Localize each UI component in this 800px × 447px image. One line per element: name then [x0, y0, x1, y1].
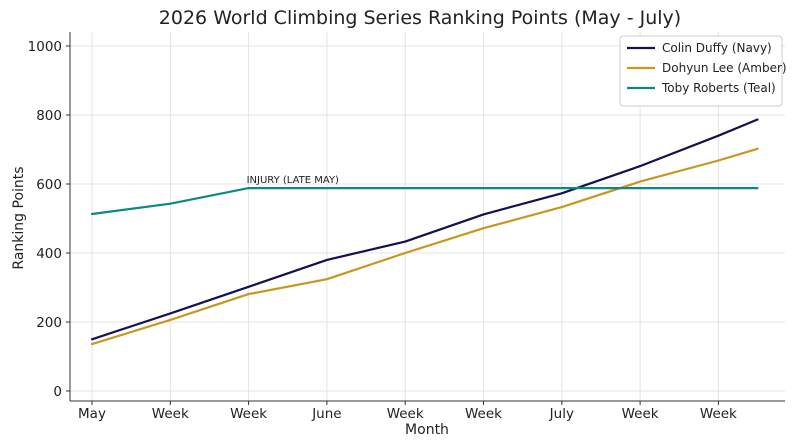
- legend-box: [619, 35, 783, 107]
- x-tick-label: Week: [622, 406, 659, 422]
- series-lines: [90, 118, 759, 346]
- series-line-2: [90, 147, 759, 346]
- grid-lines: [70, 32, 785, 401]
- legend-entry: Toby Roberts (Teal): [661, 81, 776, 95]
- series-line-3: [90, 187, 759, 216]
- legend: Colin Duffy (Navy) Dohyun Lee (Amber) Toby…: [619, 35, 787, 107]
- x-tick-label: June: [311, 406, 341, 422]
- legend-entry: Dohyun Lee (Amber): [662, 61, 787, 75]
- x-tick-label: Week: [230, 406, 267, 422]
- y-tick-label: 1000: [28, 39, 62, 55]
- x-tick-label: July: [549, 406, 574, 422]
- y-axis-ticks: 0 200 400 600 800 1000: [28, 39, 70, 400]
- axes: [69, 32, 785, 402]
- x-tick-label: Week: [700, 406, 737, 422]
- y-tick-label: 600: [36, 177, 62, 193]
- x-tick-label: Week: [387, 406, 424, 422]
- chart-title: 2026 World Climbing Series Ranking Point…: [159, 7, 681, 29]
- x-tick-label: Week: [465, 406, 502, 422]
- x-tick-label: May: [78, 406, 106, 422]
- x-axis-label: Month: [405, 422, 449, 438]
- y-tick-label: 800: [36, 108, 62, 124]
- y-axis-label: Ranking Points: [11, 166, 27, 269]
- y-tick-label: 400: [36, 246, 62, 262]
- legend-entry: Colin Duffy (Navy): [662, 41, 772, 55]
- y-tick-label: 200: [36, 315, 62, 331]
- series-line-1: [90, 118, 759, 341]
- x-axis-ticks: May Week Week June Week Week July Week Week: [78, 401, 737, 422]
- x-tick-label: Week: [152, 406, 189, 422]
- annotations: INJURY (LATE MAY): [247, 175, 339, 186]
- y-tick-label: 0: [53, 384, 62, 400]
- annotation-label: INJURY (LATE MAY): [247, 175, 339, 186]
